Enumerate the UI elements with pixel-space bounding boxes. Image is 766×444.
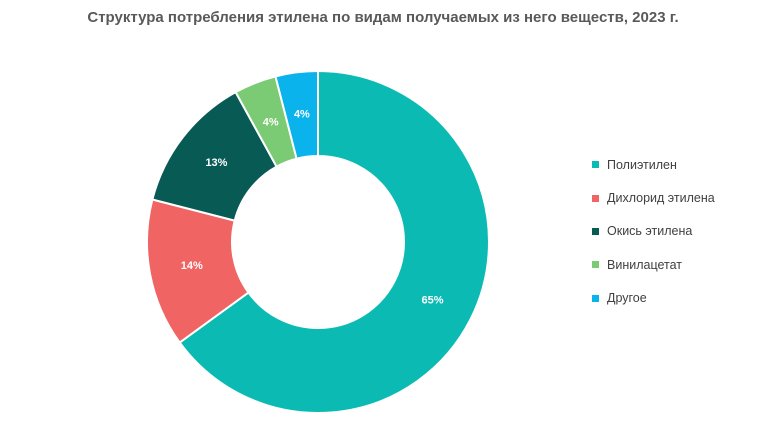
slice-5 [274,69,319,160]
legend-swatch [592,227,599,235]
slice-1 [178,69,490,414]
legend-item-5: Другое [592,282,715,315]
legend-item-3: Окись этилена [592,215,715,248]
chart-title: Структура потребления этилена по видам п… [87,9,679,26]
legend-label: Винилацетат [607,257,682,272]
legend-label: Дихлорид этилена [607,191,715,206]
legend-swatch [592,261,599,269]
legend-item-2: Дихлорид этилена [592,181,715,214]
legend-swatch [592,194,599,202]
legend-swatch [592,161,599,169]
legend-item-4: Винилацетат [592,248,715,281]
legend-label: Полиэтилен [607,157,677,172]
legend-label: Окись этилена [607,224,693,239]
legend-item-1: Полиэтилен [592,148,715,181]
legend-swatch [592,294,599,302]
donut-slices [146,69,490,414]
slice-label-5: 4% [294,109,310,121]
slice-label-3: 13% [205,157,227,169]
legend-label: Другое [607,291,647,306]
legend: Полиэтилен Дихлорид этилена Окись этилена В… [592,148,715,315]
slice-labels: 65% 14% 13% 4% 4% [181,109,444,307]
slice-label-4: 4% [263,117,279,129]
slice-label-2: 14% [181,260,203,272]
slice-label-1: 65% [421,294,443,306]
